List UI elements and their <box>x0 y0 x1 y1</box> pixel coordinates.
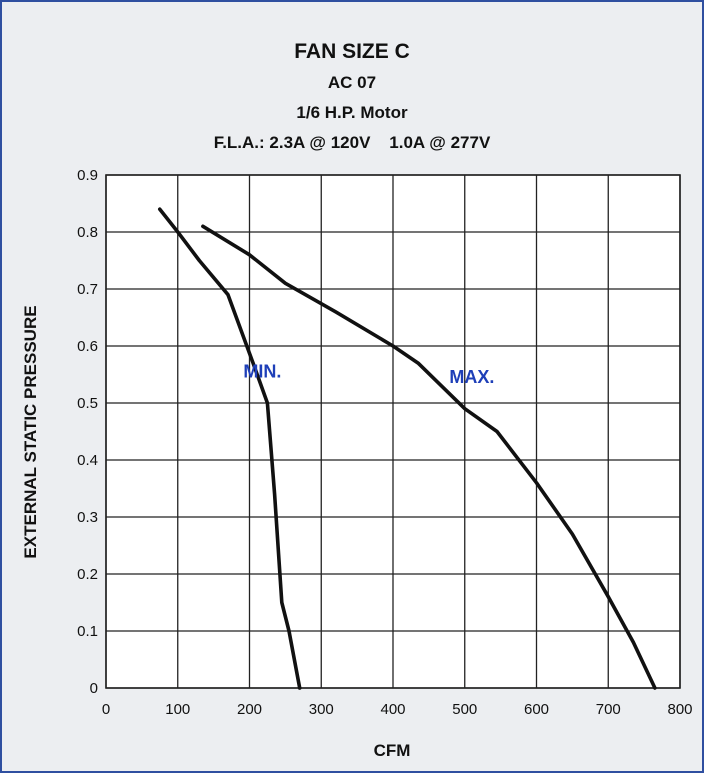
x-tick-label: 700 <box>596 701 621 718</box>
grid <box>105 174 681 689</box>
chart-subtitle-2: 1/6 H.P. Motor <box>296 103 408 122</box>
y-tick-label: 0.6 <box>77 338 98 355</box>
y-tick-label: 0.4 <box>77 452 98 469</box>
x-tick-label: 0 <box>102 701 110 718</box>
plot-border <box>105 174 681 689</box>
series-label-min: MIN. <box>243 361 281 381</box>
x-tick-label: 600 <box>524 701 549 718</box>
x-tick-label: 200 <box>237 701 262 718</box>
y-tick-label: 0.1 <box>77 623 98 640</box>
series-label-max: MAX. <box>449 367 494 387</box>
chart-subtitle-1: AC 07 <box>328 73 376 92</box>
x-tick-label: 300 <box>309 701 334 718</box>
x-tick-label: 500 <box>452 701 477 718</box>
x-tick-label: 800 <box>667 701 692 718</box>
chart-subtitle-3: F.L.A.: 2.3A @ 120V 1.0A @ 277V <box>214 133 491 152</box>
y-tick-label: 0.9 <box>77 167 98 184</box>
y-tick-label: 0.2 <box>77 566 98 583</box>
tick-labels: 0 100 200 300 400 500 600 700 800 0 0.1 0.2 0.3 0.4 0.… <box>77 167 692 718</box>
y-tick-label: 0.7 <box>77 281 98 298</box>
series-line-min <box>158 207 302 690</box>
series-layer: MIN. MAX. <box>158 207 657 690</box>
y-tick-label: 0.8 <box>77 224 98 241</box>
y-tick-label: 0.3 <box>77 509 98 526</box>
x-tick-label: 400 <box>380 701 405 718</box>
x-tick-label: 100 <box>165 701 190 718</box>
y-axis-label: EXTERNAL STATIC PRESSURE <box>21 305 40 558</box>
chart-title: FAN SIZE C <box>294 40 410 63</box>
x-axis-label: CFM <box>374 741 411 760</box>
y-tick-label: 0 <box>90 680 98 697</box>
y-tick-label: 0.5 <box>77 395 98 412</box>
